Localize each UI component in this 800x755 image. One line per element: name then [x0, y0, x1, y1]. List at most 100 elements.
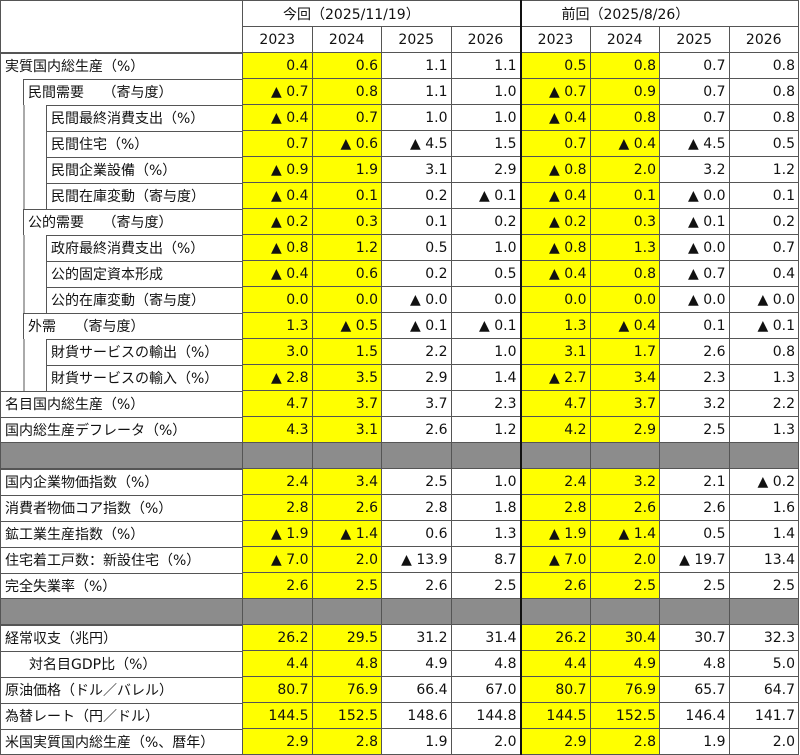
value-cell: 1.3 [242, 312, 313, 339]
value-cell: 4.3 [242, 416, 313, 443]
row-label-cell: 財貨サービスの輸入（%） [0, 364, 243, 391]
value-cell: 0.5 [381, 234, 452, 261]
value-cell: ▲ 0.0 [659, 182, 730, 209]
value-cell: ▲ 0.9 [242, 156, 313, 183]
header-year: 2026 [728, 26, 799, 53]
separator-cell [450, 598, 521, 625]
value-cell: 2.9 [450, 156, 521, 183]
row-label-cell: 対名目GDP比（%） [0, 650, 243, 677]
value-cell: 3.0 [242, 338, 313, 365]
value-cell: ▲ 0.6 [311, 130, 382, 157]
row-label: 鉱工業生産指数（%） [1, 520, 242, 547]
header-year: 2024 [589, 26, 660, 53]
table-row: 公的需要 （寄与度） ▲ 0.2 0.3 0.1 0.2 ▲ 0.2 0.3 ▲ 0.1 0.2 [0, 208, 799, 235]
value-cell: 2.5 [450, 572, 521, 599]
value-cell: 5.0 [728, 650, 799, 677]
row-label-cell: 米国実質国内総生産（%、暦年） [0, 728, 243, 755]
value-cell: 65.7 [659, 676, 730, 703]
value-cell: ▲ 0.0 [381, 286, 452, 313]
value-cell: 29.5 [311, 624, 382, 651]
value-cell: 2.6 [589, 494, 660, 521]
value-cell: 2.5 [311, 572, 382, 599]
value-cell: 2.0 [589, 546, 660, 573]
value-cell: 3.7 [589, 390, 660, 417]
value-cell: 2.8 [242, 494, 313, 521]
header-current: 今回（2025/11/19） [242, 0, 521, 27]
value-cell: 2.4 [242, 468, 313, 495]
table-row: 住宅着工戸数：新設住宅（%） ▲ 7.0 2.0 ▲ 13.9 8.7 ▲ 7.0 2.0 ▲… [0, 546, 799, 573]
separator-cell [0, 598, 243, 625]
value-cell: 76.9 [311, 676, 382, 703]
value-cell: 0.1 [659, 312, 730, 339]
value-cell: 1.3 [728, 416, 799, 443]
value-cell: ▲ 4.5 [659, 130, 730, 157]
table-row: 国内総生産デフレータ（%） 4.3 3.1 2.6 1.2 4.2 2.9 2.5 1.3 [0, 416, 799, 443]
row-label: 政府最終消費支出（%） [46, 234, 242, 261]
row-label: 完全失業率（%） [1, 572, 242, 599]
value-cell: 31.2 [381, 624, 452, 651]
row-label: 住宅着工戸数：新設住宅（%） [1, 546, 242, 573]
value-cell: ▲ 0.2 [242, 208, 313, 235]
value-cell: 0.6 [381, 520, 452, 547]
row-label-cell: 為替レート（円／ドル） [0, 702, 243, 729]
separator-row [0, 442, 799, 469]
row-label-cell: 公的需要 （寄与度） [0, 208, 243, 235]
separator-cell [450, 442, 521, 469]
value-cell: ▲ 0.1 [450, 182, 521, 209]
value-cell: ▲ 2.7 [519, 364, 591, 391]
row-label-cell: 財貨サービスの輸出（%） [0, 338, 243, 365]
value-cell: 0.8 [728, 104, 799, 131]
value-cell: ▲ 0.5 [311, 312, 382, 339]
row-label: 民間企業設備（%） [46, 156, 242, 183]
value-cell: 0.0 [242, 286, 313, 313]
value-cell: 1.6 [728, 494, 799, 521]
value-cell: 0.9 [589, 78, 660, 105]
value-cell: ▲ 0.1 [381, 312, 452, 339]
row-label: 為替レート（円／ドル） [1, 702, 242, 729]
value-cell: 1.3 [450, 520, 521, 547]
value-cell: ▲ 0.4 [242, 182, 313, 209]
header-year-row: 2023 2024 2025 2026 2023 2024 2025 2026 [1, 26, 799, 53]
value-cell: 2.6 [519, 572, 591, 599]
value-cell: ▲ 7.0 [242, 546, 313, 573]
value-cell: 0.1 [728, 182, 799, 209]
value-cell: 1.8 [450, 494, 521, 521]
row-label: 国内総生産デフレータ（%） [1, 416, 242, 443]
value-cell: 1.2 [311, 234, 382, 261]
value-cell: 1.3 [519, 312, 591, 339]
value-cell: 2.6 [242, 572, 313, 599]
value-cell: 2.8 [589, 728, 660, 755]
row-label: 財貨サービスの輸出（%） [46, 338, 242, 365]
value-cell: ▲ 0.0 [659, 286, 730, 313]
row-label: 国内企業物価指数（%） [1, 469, 242, 495]
value-cell: 1.0 [450, 104, 521, 131]
value-cell: 4.7 [519, 390, 591, 417]
value-cell: 2.2 [381, 338, 452, 365]
row-label: 消費者物価コア指数（%） [1, 494, 242, 521]
value-cell: 1.0 [450, 234, 521, 261]
separator-cell [519, 598, 591, 625]
value-cell: ▲ 0.7 [242, 78, 313, 105]
value-cell: 1.5 [450, 130, 521, 157]
table-row: 財貨サービスの輸出（%） 3.0 1.5 2.2 1.0 3.1 1.7 2.6 0.8 [0, 338, 799, 365]
value-cell: 3.1 [311, 416, 382, 443]
value-cell: ▲ 0.4 [589, 130, 660, 157]
value-cell: 0.5 [659, 520, 730, 547]
row-label: 公的在庫変動（寄与度） [46, 286, 242, 313]
value-cell: 2.8 [381, 494, 452, 521]
separator-cell [311, 442, 382, 469]
value-cell: 0.7 [519, 130, 591, 157]
table-row: 民間住宅（%） 0.7 ▲ 0.6 ▲ 4.5 1.5 0.7 ▲ 0.4 ▲ 4.5 0.5 [0, 130, 799, 157]
value-cell: 26.2 [242, 624, 313, 651]
value-cell: 4.4 [519, 650, 591, 677]
value-cell: 2.5 [659, 572, 730, 599]
value-cell: 4.8 [659, 650, 730, 677]
value-cell: 4.2 [519, 416, 591, 443]
value-cell: 2.6 [659, 338, 730, 365]
value-cell: 2.3 [659, 364, 730, 391]
value-cell: 144.5 [519, 702, 591, 729]
value-cell: 0.0 [519, 286, 591, 313]
value-cell: 0.2 [728, 208, 799, 235]
value-cell: 0.0 [311, 286, 382, 313]
separator-cell [728, 598, 799, 625]
